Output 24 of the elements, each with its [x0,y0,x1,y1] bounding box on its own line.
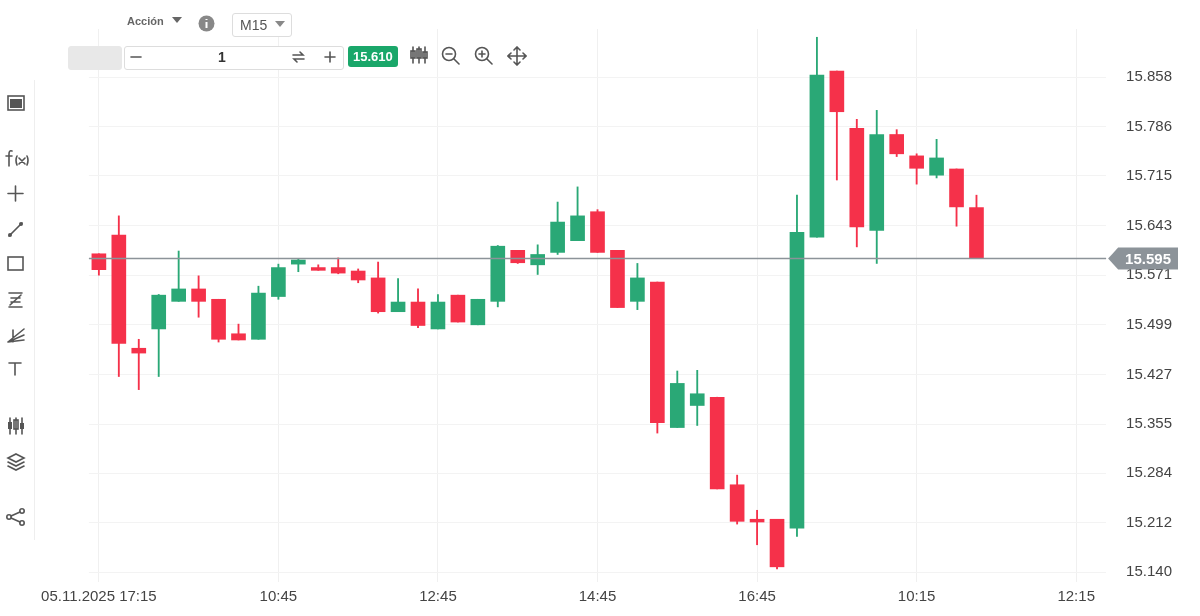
x-tick-label: 12:45 [419,587,457,605]
candlestick [131,338,147,390]
y-tick-label: 15.571 [1126,265,1173,283]
x-tick-label: 05.11.2025 17:15 [41,587,157,605]
y-tick-label: 15.715 [1126,166,1173,184]
x-tick-label: 16:45 [738,587,776,605]
y-tick-label: 15.355 [1126,414,1173,432]
y-tick-label: 15.643 [1126,215,1173,233]
y-tick-label: 15.786 [1126,117,1173,135]
ref-line-label: 15.595 [1125,249,1172,267]
x-tick-label: 10:45 [259,587,298,605]
y-tick-label: 15.427 [1126,364,1173,382]
annotation: 1 [218,49,226,65]
x-tick-label: 12:15 [1057,587,1095,605]
text: Acción [127,15,164,27]
y-tick-label: 15.212 [1126,512,1173,530]
x-tick-label: 10:15 [897,587,936,605]
annotation: 15.610 [348,46,398,67]
y-tick-label: 15.284 [1126,463,1173,481]
y-tick-label: 15.858 [1126,67,1173,85]
x-tick-label: 14:45 [578,587,617,605]
y-tick-label: 15.140 [1126,562,1173,580]
y-tick-label: 15.499 [1126,314,1173,332]
annotation: M15 [240,17,268,33]
